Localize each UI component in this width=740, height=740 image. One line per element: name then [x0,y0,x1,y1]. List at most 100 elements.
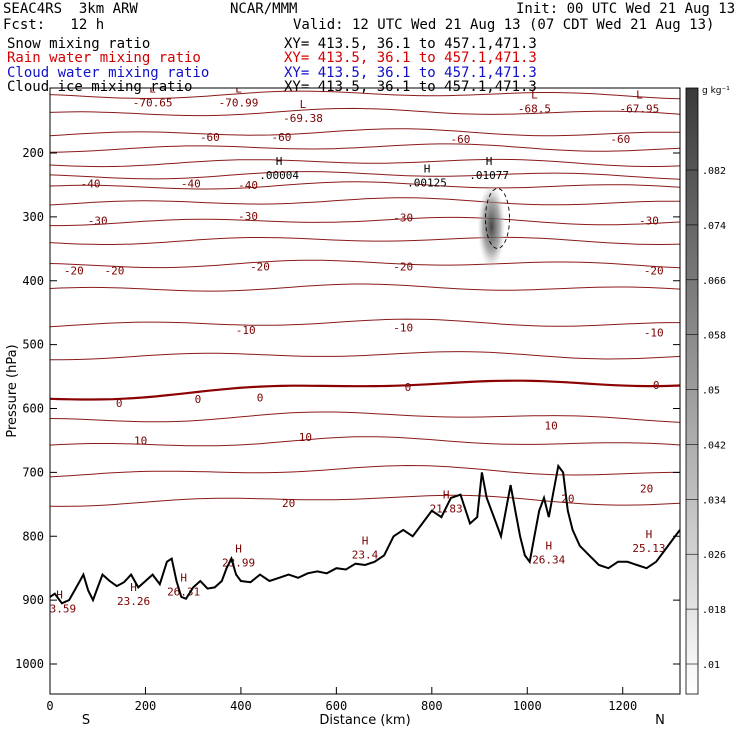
isotherm-label: 0 [116,397,123,410]
x-tick-label: 200 [135,699,157,713]
isotherm-label: -60 [451,133,471,146]
isotherm-label: -60 [272,131,292,144]
isotherm-label: 0 [405,381,412,394]
colorbar-tick-label: .034 [702,495,726,506]
isotherm-label: 0 [195,393,202,406]
center-title: NCAR/MMM [230,1,298,17]
extremum-value: .01077 [469,169,509,182]
x-axis-title: Distance (km) [319,713,410,728]
colorbar-tick-label: .05 [702,386,720,397]
colorbar-unit: g kg⁻¹ [702,86,730,96]
extremum-marker: L [531,88,538,101]
isotherm-line [50,236,680,246]
y-tick-label: 700 [22,465,44,479]
colorbar-tick-label: .026 [702,550,726,561]
extremum-value: .00004 [259,169,299,182]
isotherm-line [50,283,680,292]
field-cloudice-label: Cloud ice mixing ratio [7,79,193,95]
plot-area: 0 0 0 0 0 -10 -10 -10 -20 -20 -20 -20 -20 -30 -30 -30 -3… [50,88,680,616]
isotherm-label: 10 [545,420,558,433]
isotherm-line [50,259,680,269]
isotherm-label: -20 [644,265,664,278]
extremum-marker: H [130,581,137,594]
isotherm-label: -20 [104,265,124,278]
isotherm-line [50,464,680,478]
colorbar-tick-label: .074 [702,221,726,232]
extremum-marker: H [180,571,187,584]
x-tick-label: 1200 [608,699,637,713]
isotherm-label: 20 [282,497,295,510]
y-tick-label: 300 [22,210,44,224]
y-tick-label: 200 [22,146,44,160]
extremum-marker: H [56,589,63,602]
colorbar-tick-label: .082 [702,166,726,177]
colorbar-tick-label: .058 [702,331,726,342]
extremum-marker: L [636,88,643,101]
extremum-marker: H [362,534,369,547]
isotherm-label: -10 [644,326,664,339]
colorbar-tick-label: .042 [702,440,726,451]
extremum-marker: H [646,528,653,541]
extremum-value: -70.99 [219,97,259,110]
isotherm-line [50,143,680,153]
isotherm-label: -60 [200,131,220,144]
extremum-value: 25.13 [632,542,665,555]
isotherm-label: -30 [238,210,258,223]
extremum-value: 26.31 [167,585,200,598]
colorbar-tick-label: .01 [702,660,720,671]
extremum-marker: H [276,155,283,168]
isotherm-label: -40 [81,178,101,191]
extremum-marker: H [424,163,431,176]
isotherm-line [50,494,680,507]
x-tick-label: 0 [46,699,53,713]
colorbar-tick-label: .018 [702,605,726,616]
colorbar-scale [685,87,699,695]
field-cloudwater-xy: XY= 413.5, 36.1 to 457.1,471.3 [284,65,537,81]
x-tick-label: 1000 [513,699,542,713]
extremum-value: -70.65 [133,97,173,110]
field-snow-xy: XY= 413.5, 36.1 to 457.1,471.3 [284,36,537,52]
isotherm-label: -40 [238,179,258,192]
field-rain-xy: XY= 413.5, 36.1 to 457.1,471.3 [284,50,537,66]
terrain-line [50,463,680,605]
isotherm-label: -30 [393,212,413,225]
isotherm-label: -60 [610,133,630,146]
isotherm-line [50,318,680,328]
isotherm-line [50,197,680,206]
isotherm-line [50,171,680,180]
isotherm-label: 20 [561,493,574,506]
isotherm-label: 0 [257,392,264,405]
isotherm-label: -10 [236,324,256,337]
isotherm-line [50,158,680,168]
isotherm-label: 10 [299,431,312,444]
isotherm-label: 20 [640,482,653,495]
plot-frame [49,87,681,695]
isotherm-label: 0 [653,379,660,392]
cloud-ice-contour [485,188,510,249]
isotherm-label: -40 [181,178,201,191]
isotherm-label: -20 [64,265,84,278]
field-rain-label: Rain water mixing ratio [7,50,201,66]
isotherm-label: -20 [250,261,270,274]
isotherm-label: -30 [639,215,659,228]
isotherm-label: -20 [393,261,413,274]
isotherm-line [50,379,680,401]
isotherm-line [50,181,680,190]
isotherm-line [50,216,680,227]
isotherm-line [50,436,680,447]
isotherm-line [50,107,680,117]
extremum-value: -69.38 [283,112,323,125]
extremum-marker: H [486,155,493,168]
valid-time: Valid: 12 UTC Wed 21 Aug 13 (07 CDT Wed … [293,17,715,33]
colorbar: .082 .074 .066 .058 .05 .042 .034 .026 .018 .01 g … [685,86,730,695]
x-tick-label: 600 [326,699,348,713]
isotherm-label: -30 [88,215,108,228]
y-tick-label: 800 [22,529,44,543]
y-tick-label: 600 [22,402,44,416]
snow-core [477,183,506,270]
extremum-value: -68.5 [518,102,551,115]
extremum-marker: H [235,543,242,556]
x-tick-label: 400 [230,699,252,713]
extremum-marker: H [443,488,450,501]
